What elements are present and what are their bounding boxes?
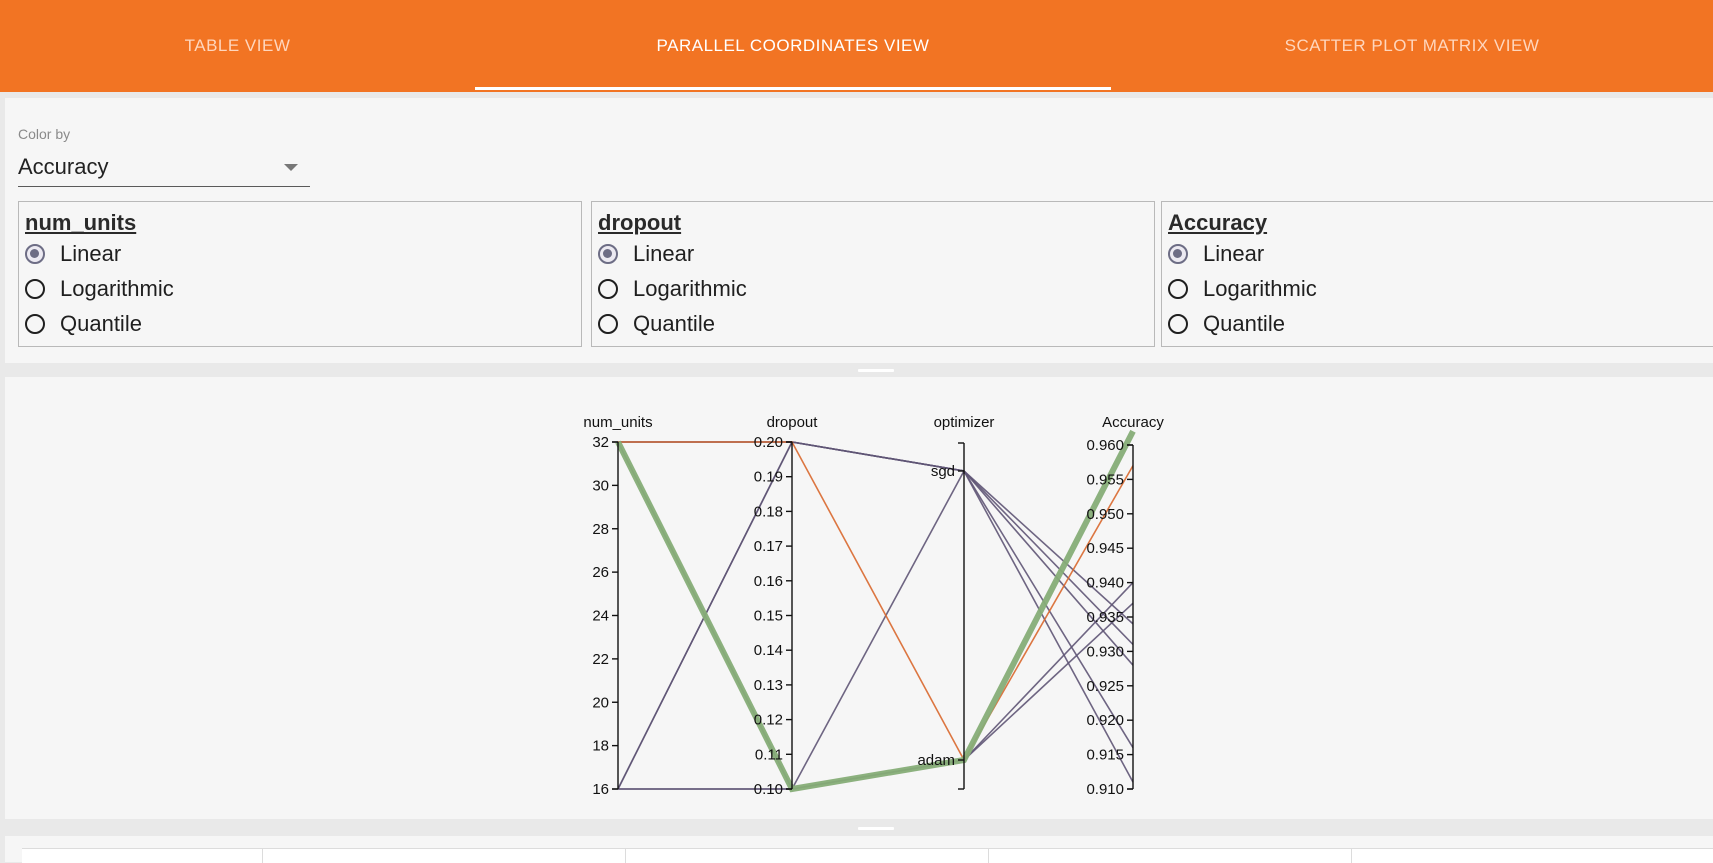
scale-panel-title: num_units — [25, 210, 137, 235]
scale-panel-title: dropout — [598, 210, 682, 235]
chart-panel — [5, 377, 1713, 819]
radio-option-quantile[interactable]: Quantile — [598, 309, 715, 339]
radio-unselected-icon[interactable] — [25, 279, 45, 299]
tick-label: 0.16 — [754, 573, 783, 590]
scale-panel-num-units: num_units Linear Logarithmic Quantile — [18, 201, 582, 347]
tick-label: 0.11 — [755, 746, 783, 763]
scale-panel-accuracy: Accuracy Linear Logarithmic Quantile — [1161, 201, 1713, 347]
radio-label: Logarithmic — [60, 276, 174, 301]
scale-panel-dropout: dropout Linear Logarithmic Quantile — [591, 201, 1155, 347]
radio-label: Quantile — [60, 311, 142, 336]
tab-parallel-coordinates-view[interactable]: PARALLEL COORDINATES VIEW — [656, 36, 930, 55]
radio-unselected-icon[interactable] — [1168, 279, 1188, 299]
tick-label: 0.925 — [1086, 678, 1124, 695]
tick-label: sgd — [931, 463, 955, 480]
radio-selected-icon[interactable] — [598, 244, 618, 264]
axis-title-Accuracy: Accuracy — [1102, 414, 1164, 431]
tick-label: adam — [917, 752, 955, 769]
tick-label: 0.945 — [1086, 540, 1124, 557]
radio-unselected-icon[interactable] — [598, 314, 618, 334]
data-line-5 — [617, 441, 1134, 791]
radio-selected-icon[interactable] — [25, 244, 45, 264]
tick-label: 0.950 — [1086, 506, 1124, 523]
tick-label: 0.12 — [754, 712, 783, 729]
tick-label: 0.915 — [1086, 747, 1124, 764]
color-by-label: Color by — [18, 126, 71, 142]
radio-label: Logarithmic — [1203, 276, 1317, 301]
tick-label: 0.930 — [1086, 643, 1124, 660]
table-column-divider — [625, 849, 626, 863]
tick-label: 22 — [592, 651, 609, 668]
tick-label: 0.960 — [1086, 437, 1124, 454]
axis-title-dropout: dropout — [767, 414, 819, 431]
tick-label: 0.920 — [1086, 712, 1124, 729]
radio-option-logarithmic[interactable]: Logarithmic — [25, 274, 174, 304]
radio-option-logarithmic[interactable]: Logarithmic — [598, 274, 747, 304]
data-line-3 — [618, 602, 1134, 790]
tick-label: 24 — [592, 608, 609, 625]
radio-selected-icon[interactable] — [1168, 244, 1188, 264]
tick-label: 0.18 — [754, 503, 783, 520]
radio-label: Logarithmic — [633, 276, 747, 301]
tick-label: 28 — [592, 521, 609, 538]
data-line-7 — [617, 441, 1134, 790]
data-line-2 — [618, 582, 1134, 790]
table-header-row — [22, 848, 1713, 863]
table-column-divider — [1351, 849, 1352, 863]
tick-label: 0.10 — [754, 781, 783, 798]
radio-unselected-icon[interactable] — [25, 314, 45, 334]
tab-table-view[interactable]: TABLE VIEW — [184, 36, 291, 55]
radio-option-quantile[interactable]: Quantile — [25, 309, 142, 339]
data-line-0 — [615, 429, 1136, 793]
tick-label: 30 — [592, 477, 609, 494]
radio-label: Linear — [633, 241, 695, 266]
radio-label: Quantile — [1203, 311, 1285, 336]
scale-panel-title: Accuracy — [1168, 210, 1268, 235]
axis-title-num_units: num_units — [583, 414, 652, 431]
radio-option-linear[interactable]: Linear — [1168, 239, 1264, 269]
radio-option-quantile[interactable]: Quantile — [1168, 309, 1285, 339]
tick-label: 0.910 — [1086, 781, 1124, 798]
tick-label: 18 — [592, 738, 609, 755]
table-column-divider — [262, 849, 263, 863]
tick-label: 0.940 — [1086, 575, 1124, 592]
tick-label: 0.15 — [754, 608, 783, 625]
table-column-divider — [988, 849, 989, 863]
resize-handle[interactable] — [858, 827, 894, 830]
tick-label: 0.13 — [754, 677, 783, 694]
radio-unselected-icon[interactable] — [598, 279, 618, 299]
radio-option-linear[interactable]: Linear — [25, 239, 121, 269]
radio-label: Quantile — [633, 311, 715, 336]
radio-label: Linear — [1203, 241, 1265, 266]
active-tab-indicator — [475, 87, 1111, 90]
tab-scatter-plot-matrix-view[interactable]: SCATTER PLOT MATRIX VIEW — [1284, 36, 1540, 55]
color-by-value: Accuracy — [18, 154, 109, 179]
top-tab-bar: TABLE VIEW PARALLEL COORDINATES VIEW SCA… — [0, 0, 1713, 92]
tick-label: 26 — [592, 564, 609, 581]
radio-option-logarithmic[interactable]: Logarithmic — [1168, 274, 1317, 304]
tick-label: 20 — [592, 694, 609, 711]
data-line-8 — [618, 441, 1134, 783]
tick-label: 0.17 — [754, 538, 783, 555]
radio-label: Linear — [60, 241, 122, 266]
tick-label: 0.14 — [754, 642, 783, 659]
tick-label: 0.935 — [1086, 609, 1124, 626]
radio-unselected-icon[interactable] — [1168, 314, 1188, 334]
resize-handle[interactable] — [858, 369, 894, 372]
data-line-1 — [618, 441, 1134, 762]
chevron-down-icon — [284, 164, 298, 171]
tick-label: 16 — [592, 781, 609, 798]
tick-label: 0.955 — [1086, 471, 1124, 488]
radio-option-linear[interactable]: Linear — [598, 239, 694, 269]
tick-label: 0.20 — [754, 434, 783, 451]
tick-label: 32 — [592, 434, 609, 451]
data-line-6 — [617, 441, 1134, 790]
axis-title-optimizer: optimizer — [934, 414, 995, 431]
tick-label: 0.19 — [754, 469, 783, 486]
color-by-dropdown[interactable]: Accuracy — [18, 148, 310, 187]
